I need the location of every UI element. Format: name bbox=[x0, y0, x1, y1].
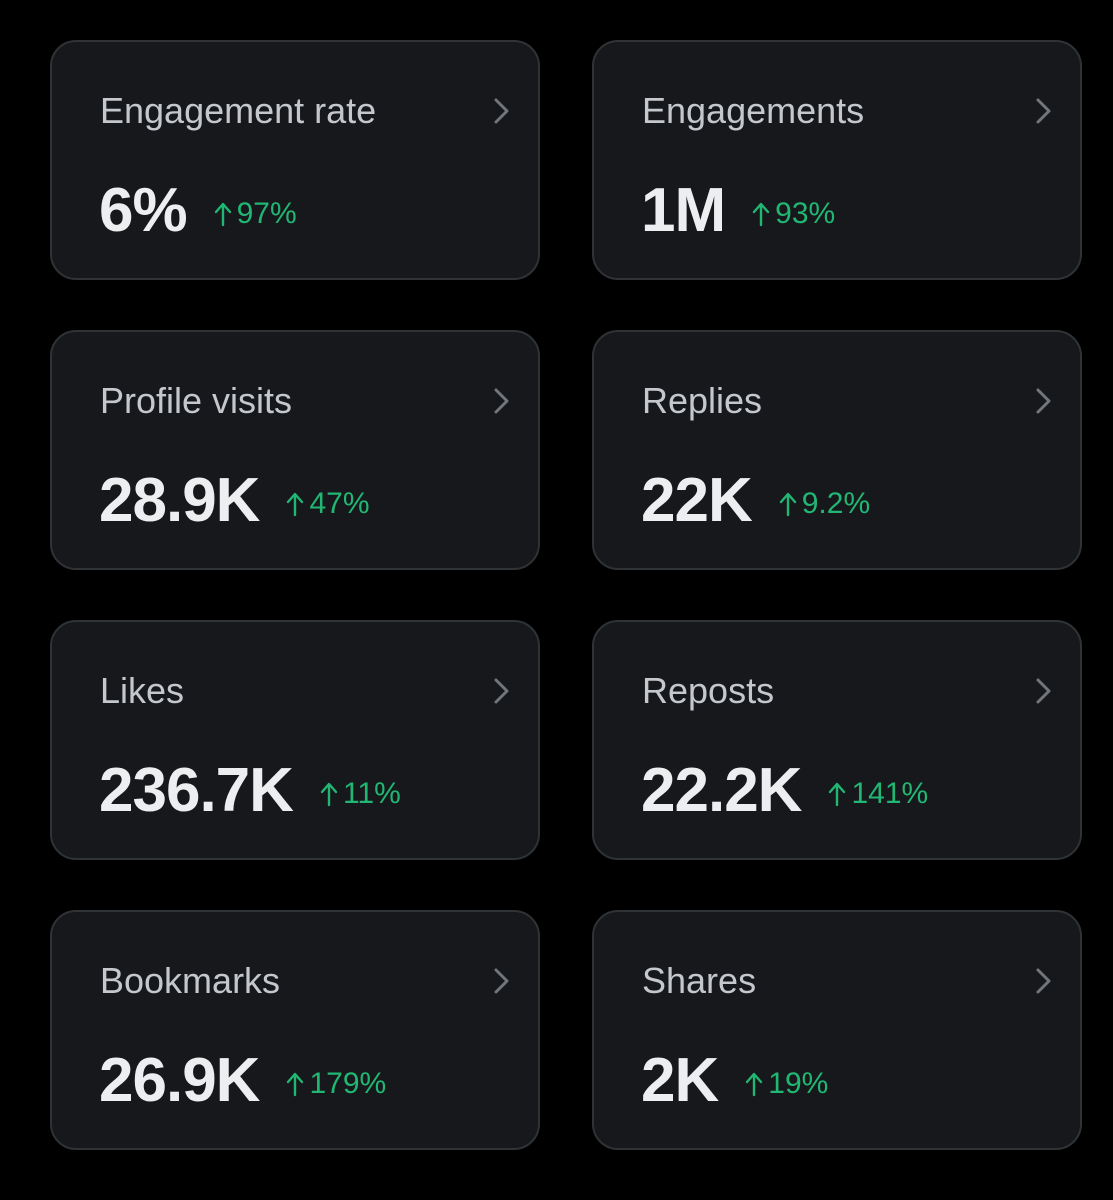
metric-card-profile-visits[interactable]: Profile visits 28.9K 47% bbox=[50, 330, 540, 570]
metric-value: 22.2K bbox=[641, 756, 802, 825]
metric-change-value: 11% bbox=[342, 777, 401, 810]
arrow-up-icon bbox=[285, 1070, 305, 1098]
metric-value: 26.9K bbox=[99, 1046, 260, 1115]
metric-change: 97% bbox=[213, 197, 297, 231]
metric-change-value: 93% bbox=[775, 197, 836, 230]
metric-change: 9.2% bbox=[778, 487, 870, 521]
metric-change-value: 9.2% bbox=[801, 487, 871, 520]
metric-change-value: 179% bbox=[309, 1067, 387, 1100]
metric-card-shares[interactable]: Shares 2K 19% bbox=[592, 910, 1082, 1150]
metric-label: Engagement rate bbox=[100, 90, 377, 131]
metric-change-value: 97% bbox=[236, 197, 297, 230]
arrow-up-icon bbox=[319, 780, 339, 808]
metric-card-engagements[interactable]: Engagements 1M 93% bbox=[592, 40, 1082, 280]
metric-value-row: 6% 97% bbox=[99, 178, 297, 244]
arrow-up-icon bbox=[213, 200, 233, 228]
metric-value: 28.9K bbox=[99, 466, 260, 535]
metric-value: 6% bbox=[99, 176, 188, 245]
metric-value-row: 22K 9.2% bbox=[641, 468, 870, 534]
metric-card-reposts[interactable]: Reposts 22.2K 141% bbox=[592, 620, 1082, 860]
metric-card-bookmarks[interactable]: Bookmarks 26.9K 179% bbox=[50, 910, 540, 1150]
metric-label: Bookmarks bbox=[100, 960, 281, 1001]
chevron-right-icon bbox=[484, 674, 518, 708]
metric-change-value: 19% bbox=[768, 1067, 829, 1100]
metric-label: Likes bbox=[100, 670, 185, 711]
metric-change: 141% bbox=[827, 777, 928, 811]
chevron-right-icon bbox=[484, 94, 518, 128]
metric-value: 2K bbox=[641, 1046, 719, 1115]
metric-card-likes[interactable]: Likes 236.7K 11% bbox=[50, 620, 540, 860]
metric-value-row: 28.9K 47% bbox=[99, 468, 370, 534]
metric-label: Replies bbox=[642, 380, 763, 421]
metric-card-engagement-rate[interactable]: Engagement rate 6% 97% bbox=[50, 40, 540, 280]
metric-change: 19% bbox=[744, 1067, 828, 1101]
metric-label: Reposts bbox=[642, 670, 775, 711]
metric-value: 1M bbox=[641, 176, 726, 245]
chevron-right-icon bbox=[1026, 674, 1060, 708]
chevron-right-icon bbox=[1026, 964, 1060, 998]
metric-label: Shares bbox=[642, 960, 757, 1001]
metric-value-row: 236.7K 11% bbox=[99, 758, 401, 824]
metric-card-replies[interactable]: Replies 22K 9.2% bbox=[592, 330, 1082, 570]
metric-label: Engagements bbox=[642, 90, 865, 131]
chevron-right-icon bbox=[1026, 94, 1060, 128]
metric-label: Profile visits bbox=[100, 380, 293, 421]
metric-change-value: 47% bbox=[309, 487, 370, 520]
arrow-up-icon bbox=[778, 490, 798, 518]
chevron-right-icon bbox=[1026, 384, 1060, 418]
metric-value: 236.7K bbox=[99, 756, 294, 825]
arrow-up-icon bbox=[751, 200, 771, 228]
arrow-up-icon bbox=[827, 780, 847, 808]
metric-value-row: 22.2K 141% bbox=[641, 758, 928, 824]
metric-change: 11% bbox=[319, 777, 401, 811]
metric-value-row: 26.9K 179% bbox=[99, 1048, 386, 1114]
metric-value-row: 1M 93% bbox=[641, 178, 835, 244]
arrow-up-icon bbox=[285, 490, 305, 518]
arrow-up-icon bbox=[744, 1070, 764, 1098]
metric-change: 47% bbox=[285, 487, 370, 521]
metric-change: 179% bbox=[285, 1067, 386, 1101]
chevron-right-icon bbox=[484, 964, 518, 998]
chevron-right-icon bbox=[484, 384, 518, 418]
metric-value: 22K bbox=[641, 466, 753, 535]
metric-value-row: 2K 19% bbox=[641, 1048, 828, 1114]
metric-change-value: 141% bbox=[851, 777, 929, 810]
metric-change: 93% bbox=[751, 197, 835, 231]
